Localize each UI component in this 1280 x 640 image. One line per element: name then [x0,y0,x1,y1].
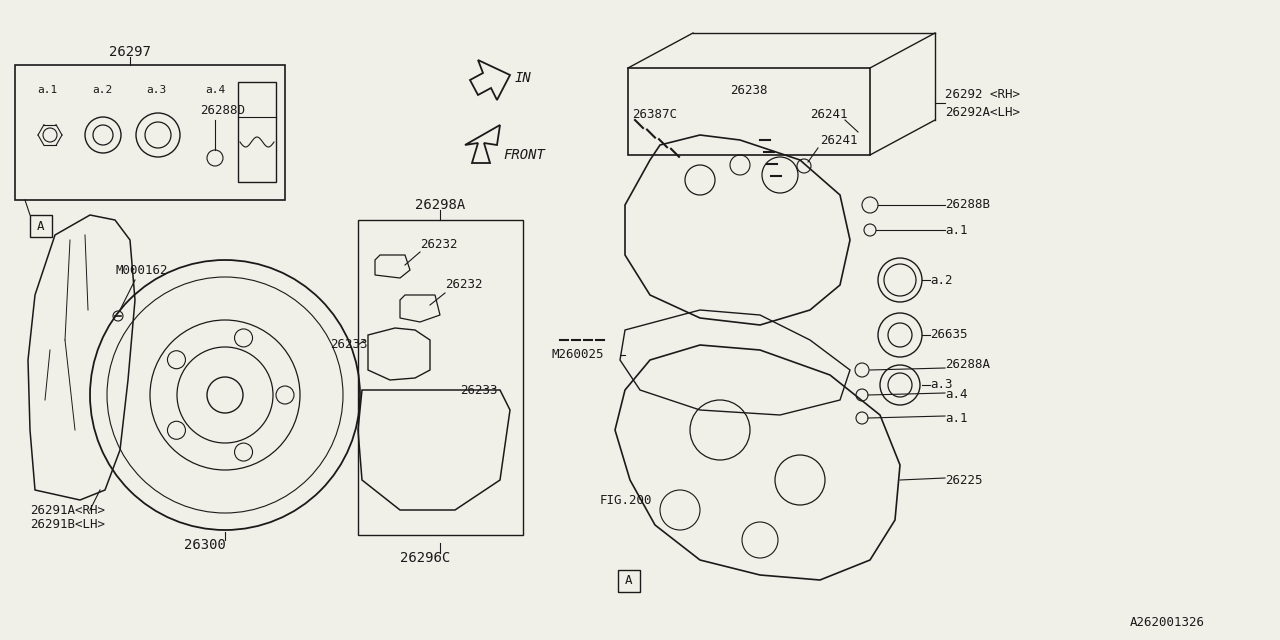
Circle shape [207,377,243,413]
Bar [15,65,285,200]
Text: a.3: a.3 [931,378,952,392]
Text: M000162: M000162 [115,264,168,276]
Text: 26232: 26232 [445,278,483,291]
Text: a.2: a.2 [931,273,952,287]
Text: FIG.200: FIG.200 [600,493,653,506]
Text: FRONT: FRONT [503,148,545,162]
Bar [358,220,524,535]
Text: a.1: a.1 [945,223,968,237]
Text: a.4: a.4 [945,388,968,401]
Text: 26288B: 26288B [945,198,989,211]
Text: 26233: 26233 [460,383,498,397]
Bar [29,215,52,237]
Bar [628,68,870,155]
Text: 26296C: 26296C [399,551,451,565]
Text: A: A [37,220,45,232]
Text: 26292 <RH>: 26292 <RH> [945,88,1020,102]
Text: 26288D: 26288D [200,104,244,116]
Text: 26298A: 26298A [415,198,465,212]
Text: a.3: a.3 [146,85,166,95]
Text: a.1: a.1 [37,85,58,95]
Text: 26241: 26241 [810,109,847,122]
Text: 26291A<RH>: 26291A<RH> [29,504,105,516]
Text: 26387C: 26387C [632,109,677,122]
Text: 26225: 26225 [945,474,983,486]
Text: a.4: a.4 [205,85,225,95]
Bar [238,82,276,182]
Text: 26292A<LH>: 26292A<LH> [945,106,1020,118]
Text: a.1: a.1 [945,412,968,424]
Text: 26238: 26238 [730,83,768,97]
Text: A: A [625,575,632,588]
Text: 26288A: 26288A [945,358,989,371]
Text: 26232: 26232 [420,239,457,252]
Text: M260025: M260025 [552,349,604,362]
Text: 26233: 26233 [330,339,367,351]
Text: A262001326: A262001326 [1130,616,1204,628]
Text: IN: IN [515,71,531,85]
Text: 26241: 26241 [820,134,858,147]
Text: 26297: 26297 [109,45,151,59]
Bar [618,570,640,592]
Text: 26300: 26300 [184,538,227,552]
Text: 26291B<LH>: 26291B<LH> [29,518,105,531]
Text: 26635: 26635 [931,328,968,342]
Text: a.2: a.2 [92,85,113,95]
